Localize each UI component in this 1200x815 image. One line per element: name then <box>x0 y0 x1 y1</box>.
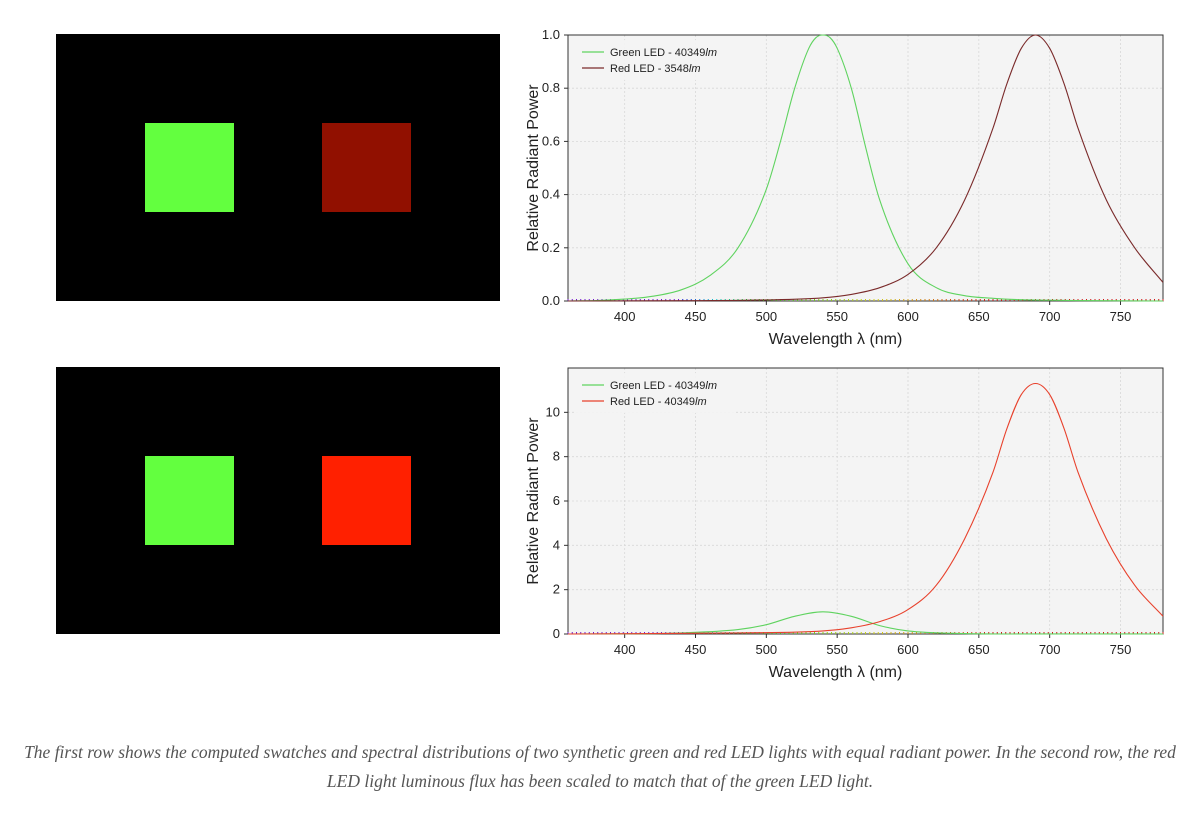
y-tick-label: 2 <box>553 582 560 597</box>
legend-entry: Green LED - 40349lm <box>610 380 717 392</box>
y-tick-label: 0.8 <box>542 80 560 95</box>
series-line <box>567 34 1164 302</box>
red-led-swatch <box>322 456 411 545</box>
x-tick-label: 450 <box>685 309 707 324</box>
legend-entry: Green LED - 40349lm <box>610 47 717 59</box>
y-tick-label: 10 <box>546 404 560 419</box>
x-tick-label: 450 <box>685 642 707 657</box>
x-tick-label: 700 <box>1039 309 1061 324</box>
y-tick-label: 0.4 <box>542 187 560 202</box>
y-axis-title: Relative Radiant Power <box>525 84 542 252</box>
swatch-panel-2 <box>56 367 500 634</box>
y-tick-label: 1.0 <box>542 27 560 42</box>
figure-caption: The first row shows the computed swatche… <box>24 742 1176 791</box>
y-tick-label: 0.0 <box>542 293 560 308</box>
y-tick-label: 0 <box>553 626 560 641</box>
x-tick-label: 600 <box>897 309 919 324</box>
x-tick-label: 600 <box>897 642 919 657</box>
chart-svg: 400 450 500 550 600 650 700 750 0 2 4 6 8 10 Wavelengt… <box>525 367 1164 681</box>
x-tick-label: 750 <box>1110 642 1132 657</box>
x-tick-label: 550 <box>826 309 848 324</box>
swatch-panel-1 <box>56 34 500 301</box>
x-axis-title: Wavelength λ (nm) <box>769 664 903 681</box>
legend: Green LED - 40349lm Red LED - 3548lm <box>575 40 735 80</box>
y-tick-label: 4 <box>553 537 560 552</box>
y-tick-label: 6 <box>553 493 560 508</box>
green-led-swatch <box>145 123 234 212</box>
legend-entry: Red LED - 40349lm <box>610 396 707 408</box>
red-led-swatch <box>322 123 411 212</box>
chart-svg: 400 450 500 550 600 650 700 750 0.0 0.2 0.4 0.6 0.8 1… <box>525 27 1164 348</box>
x-tick-label: 550 <box>826 642 848 657</box>
x-tick-label: 400 <box>614 642 636 657</box>
x-tick-label: 500 <box>755 309 777 324</box>
y-tick-label: 0.6 <box>542 133 560 148</box>
series-line <box>567 382 1164 635</box>
legend: Green LED - 40349lm Red LED - 40349lm <box>575 373 735 413</box>
y-tick-label: 8 <box>553 449 560 464</box>
x-tick-label: 650 <box>968 642 990 657</box>
x-tick-label: 400 <box>614 309 636 324</box>
x-tick-label: 650 <box>968 309 990 324</box>
x-tick-label: 500 <box>755 642 777 657</box>
series-line <box>567 34 1164 302</box>
x-axis-title: Wavelength λ (nm) <box>769 331 903 348</box>
legend-entry: Red LED - 3548lm <box>610 63 701 75</box>
y-tick-label: 0.2 <box>542 240 560 255</box>
green-led-swatch <box>145 456 234 545</box>
spectral-chart-2: 400 450 500 550 600 650 700 750 0 2 4 6 8 10 Wavelengt… <box>520 363 1170 693</box>
x-tick-label: 700 <box>1039 642 1061 657</box>
spectral-chart-1: 400 450 500 550 600 650 700 750 0.0 0.2 0.4 0.6 0.8 1… <box>520 27 1170 360</box>
x-tick-label: 750 <box>1110 309 1132 324</box>
y-axis-title: Relative Radiant Power <box>525 417 542 585</box>
